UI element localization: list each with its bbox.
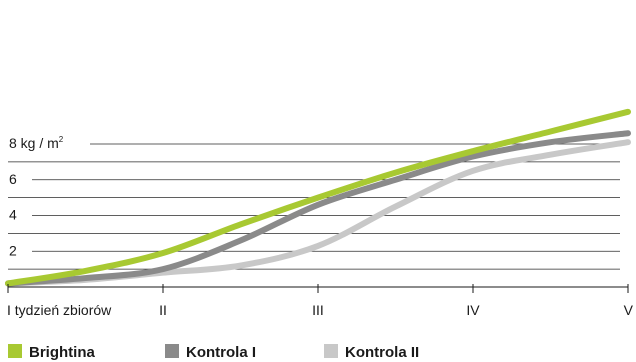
x-tick-label: IV (466, 302, 480, 318)
legend-item: Brightina (8, 344, 95, 361)
series-line-1 (5, 108, 631, 287)
legend-swatch (8, 344, 22, 358)
y-tick-label: 2 (9, 242, 17, 258)
y-tick-label: 4 (9, 207, 17, 223)
legend-swatch (165, 344, 179, 358)
x-tick-label: II (159, 302, 167, 318)
legend-swatch (324, 344, 338, 358)
series-line-3 (5, 139, 631, 287)
x-tick-label: I tydzień zbiorów (7, 302, 112, 318)
x-tick-label: III (312, 302, 324, 318)
legend-item: Kontrola II (324, 344, 419, 361)
legend-label: Brightina (29, 344, 95, 361)
y-tick-labels: 2 4 6 8 kg / m2 (9, 135, 64, 258)
legend-item: Kontrola I (165, 344, 256, 361)
legend-label: Kontrola II (345, 344, 419, 361)
x-axis: I tydzień zbiorów II III IV V (7, 284, 634, 318)
y-tick-label: 8 kg / m2 (9, 135, 64, 151)
series-layer (5, 108, 631, 287)
x-tick-label: V (624, 302, 634, 318)
series-line-2 (5, 130, 631, 287)
y-tick-label: 6 (9, 171, 17, 187)
legend: Brightina Kontrola I Kontrola II (8, 344, 419, 361)
legend-label: Kontrola I (186, 344, 256, 361)
